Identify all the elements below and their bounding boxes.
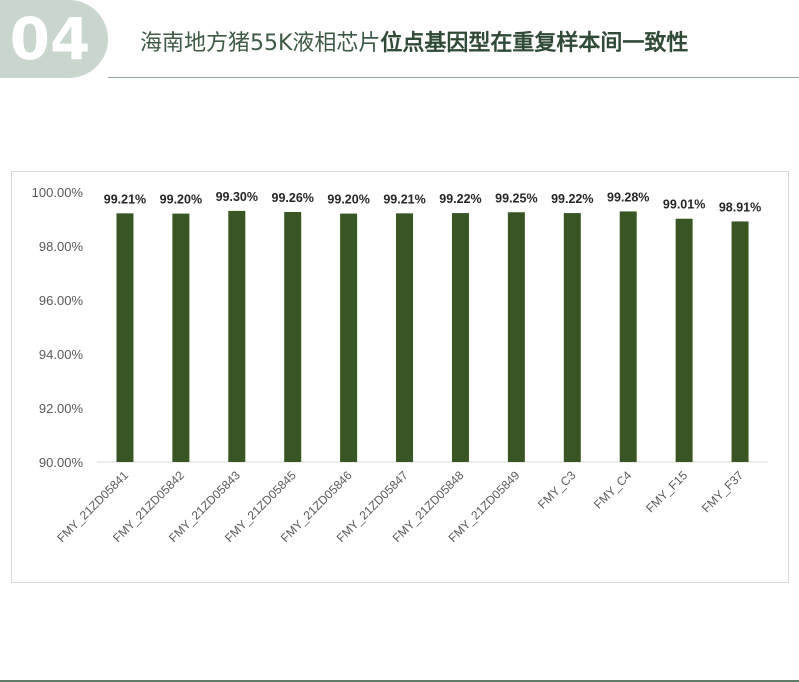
- section-number: 04: [9, 5, 91, 73]
- bar: [284, 211, 302, 462]
- chart-frame: 100.00% 98.00% 96.00% 94.00% 92.00% 90.00% 99.…: [11, 171, 789, 583]
- x-tick-label: FMY_F15: [643, 468, 690, 515]
- data-label: 99.20%: [327, 193, 369, 207]
- bar: [340, 213, 358, 462]
- bar: [563, 213, 581, 462]
- data-label: 99.21%: [104, 192, 146, 206]
- data-label: 99.22%: [439, 192, 481, 206]
- data-label: 99.22%: [551, 192, 593, 206]
- page-title-regular: 海南地方猪55K液相芯片: [140, 31, 381, 56]
- bar: [675, 218, 693, 462]
- y-tick-label: 98.00%: [39, 239, 84, 254]
- bar: [228, 210, 246, 462]
- page-title: 海南地方猪55K液相芯片位点基因型在重复样本间一致性: [140, 24, 688, 64]
- data-label: 98.91%: [719, 200, 761, 214]
- y-tick-label: 90.00%: [39, 455, 84, 470]
- x-tick-label: FMY_C3: [535, 468, 579, 512]
- x-tick-label: FMY_C4: [591, 468, 635, 512]
- bar: [172, 213, 190, 462]
- bar-chart: 100.00% 98.00% 96.00% 94.00% 92.00% 90.00% 99.…: [32, 185, 768, 545]
- x-tick-label: FMY_F37: [699, 468, 746, 515]
- data-label: 99.30%: [216, 190, 258, 204]
- bar: [619, 211, 637, 462]
- bar: [451, 213, 469, 462]
- data-label: 99.20%: [160, 193, 202, 207]
- bar: [116, 213, 134, 462]
- header-divider: [108, 77, 799, 78]
- data-label: 99.28%: [607, 190, 649, 204]
- y-tick-label: 94.00%: [39, 347, 84, 362]
- data-label: 99.01%: [663, 198, 705, 212]
- y-tick-label: 92.00%: [39, 401, 84, 416]
- page-title-bold: 位点基因型在重复样本间一致性: [380, 31, 689, 56]
- data-label: 99.26%: [272, 191, 314, 205]
- bar: [731, 221, 749, 462]
- footer-divider: [0, 680, 799, 682]
- bar: [396, 213, 414, 462]
- bar: [507, 212, 525, 462]
- data-label: 99.21%: [383, 192, 425, 206]
- y-tick-label: 100.00%: [32, 185, 84, 200]
- section-number-badge: [0, 0, 108, 78]
- y-tick-label: 96.00%: [39, 293, 84, 308]
- data-label: 99.25%: [495, 191, 537, 205]
